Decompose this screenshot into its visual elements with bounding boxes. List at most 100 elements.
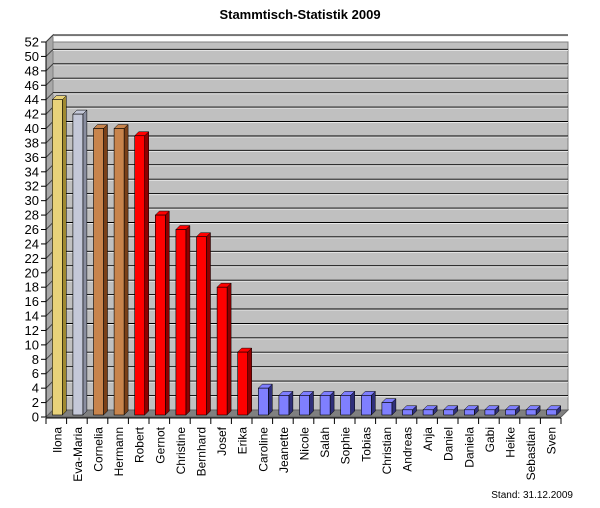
gridline-side	[45, 308, 54, 317]
bar-side	[206, 232, 211, 416]
y-tick-label: 28	[25, 208, 39, 223]
y-tick-label: 48	[25, 63, 39, 78]
bar-salah	[319, 395, 331, 416]
bar-side	[82, 109, 88, 416]
gridline-side	[45, 222, 54, 230]
y-tick-label: 18	[25, 280, 39, 295]
y-tick-label: 12	[25, 323, 39, 338]
bar-caroline	[257, 387, 269, 416]
y-tick-label: 14	[25, 309, 39, 324]
x-tick-label: Ilona	[50, 427, 64, 453]
x-tick-label: Nicole	[298, 427, 312, 461]
gridline-side	[45, 77, 54, 86]
gridline-side	[45, 164, 54, 173]
x-tick-label: Sophie	[339, 427, 353, 465]
y-tick-label: 20	[25, 265, 39, 280]
y-tick-label: 46	[25, 78, 39, 93]
x-tick-label: Daniel	[442, 427, 456, 461]
x-tick-label: Anja	[421, 427, 435, 451]
bar-side	[62, 95, 67, 416]
y-tick-label: 4	[32, 381, 39, 396]
y-tick-label: 32	[25, 179, 39, 194]
gridline-side	[45, 178, 54, 187]
x-tick-label: Caroline	[256, 427, 270, 472]
x-tick-label: Robert	[133, 426, 147, 463]
y-tick-label: 52	[25, 35, 39, 50]
bar-gernot	[155, 214, 166, 416]
bar-hermann	[113, 128, 125, 416]
x-tick-label: Jeanette	[277, 427, 291, 473]
gridline-side	[45, 380, 54, 389]
bar-heike	[505, 409, 516, 416]
bar-sebastian	[525, 409, 537, 416]
gridline-side	[45, 92, 54, 101]
x-tick-label: Daniela	[462, 427, 476, 468]
bar-side	[103, 123, 108, 416]
bar-jeanette	[278, 395, 290, 416]
y-tick-label: 8	[32, 352, 39, 367]
bar-side	[247, 347, 252, 416]
gridline-side	[45, 49, 54, 57]
bar-cornelia	[93, 128, 104, 416]
bar-eva-maria	[72, 113, 84, 416]
gridline-side	[45, 337, 54, 346]
y-tick-label: 22	[25, 251, 39, 266]
y-tick-label: 6	[32, 366, 39, 381]
gridline-side	[45, 250, 54, 259]
stand-date-label: Stand: 31.12.2009	[491, 490, 573, 501]
bar-side	[185, 224, 191, 416]
bar-bernhard	[196, 236, 207, 416]
gridline-side	[45, 294, 54, 302]
y-tick-label: 2	[32, 395, 39, 410]
y-tick-label: 10	[25, 337, 39, 352]
gridline-side	[45, 150, 54, 158]
x-tick-label: Bernhard	[195, 427, 209, 476]
y-tick-label: 40	[25, 121, 39, 136]
y-tick-label: 34	[25, 164, 39, 179]
bar-tobias	[360, 395, 372, 416]
x-tick-label: Sebastian	[524, 427, 538, 480]
bar-sven	[546, 409, 558, 416]
bar-ilona	[51, 99, 63, 416]
y-tick-label: 26	[25, 222, 39, 237]
bar-josef	[216, 286, 228, 416]
gridline-side	[45, 236, 54, 245]
bar-christine	[175, 229, 187, 416]
x-tick-label: Hermann	[112, 427, 126, 476]
x-tick-label: Sven	[545, 427, 559, 454]
x-tick-label: Tobias	[359, 427, 373, 462]
bar-daniel	[443, 409, 455, 416]
gridline-side	[45, 395, 54, 403]
gridline-side	[45, 279, 54, 288]
chart-title: Stammtisch-Statistik 2009	[219, 7, 381, 22]
bar-anja	[422, 409, 434, 416]
x-tick-label: Gernot	[153, 426, 167, 463]
gridline-side	[45, 121, 54, 129]
x-tick-label: Andreas	[401, 427, 415, 472]
gridline-side	[45, 34, 54, 43]
y-tick-label: 36	[25, 150, 39, 165]
y-tick-label: 50	[25, 49, 39, 64]
y-tick-label: 16	[25, 294, 39, 309]
gridline-side	[45, 135, 54, 144]
bar-gabi	[484, 409, 496, 416]
bar-side	[268, 383, 273, 416]
bar-andreas	[402, 409, 413, 416]
x-tick-label: Josef	[215, 426, 229, 455]
bar-nicole	[299, 395, 310, 416]
y-tick-label: 24	[25, 236, 39, 251]
x-tick-label: Heike	[504, 427, 518, 458]
x-tick-label: Christine	[174, 427, 188, 475]
y-tick-label: 38	[25, 135, 39, 150]
gridline-side	[45, 323, 54, 331]
gridline-side	[45, 366, 54, 375]
gridline-side	[45, 63, 54, 72]
bar-sophie	[340, 395, 352, 416]
bar-daniela	[463, 409, 475, 416]
bar-side	[165, 210, 170, 416]
gridline-side	[45, 265, 54, 274]
y-tick-label: 0	[32, 410, 39, 425]
gridline-side	[45, 106, 54, 115]
bar-side	[144, 131, 149, 416]
